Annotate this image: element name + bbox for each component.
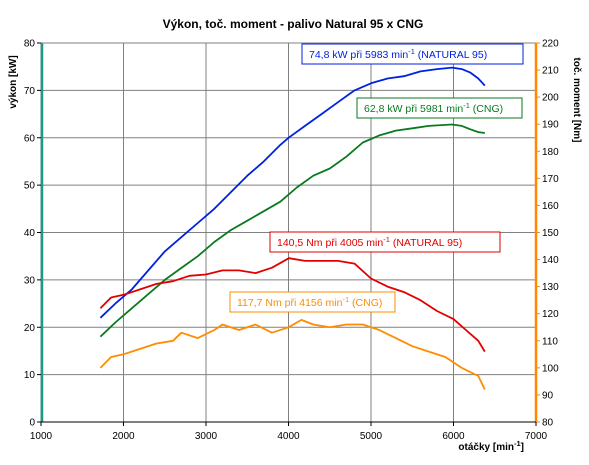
y-right-tick-label: 200 — [542, 93, 559, 104]
annotation-box-1 — [301, 43, 524, 65]
y-right-tick-label: 210 — [542, 66, 559, 77]
y-left-tick-label: 40 — [24, 228, 36, 239]
y-right-tick-label: 140 — [542, 255, 559, 266]
annotation-label-4: 117,7 Nm při 4156 min-1 (CNG) — [237, 295, 382, 309]
annotation-tail: (CNG) — [349, 297, 382, 309]
y-right-tick-label: 150 — [542, 228, 559, 239]
axes: 0 10 20 30 40 50 60 70 80 80 90 100 110 120 130 140 150 1… — [24, 39, 559, 443]
y-right-tick-label: 160 — [542, 201, 559, 212]
annotation-label-3: 140,5 Nm při 4005 min-1 (NATURAL 95) — [277, 235, 462, 249]
chart-title: Výkon, toč. moment - palivo Natural 95 x… — [163, 17, 424, 31]
y-right-tick-label: 130 — [542, 282, 559, 293]
labels: výkon [kW] toč. moment [Nm]otáčky [min-1]… — [8, 43, 582, 453]
x-axis-label-text: otáčky [min — [458, 442, 514, 453]
series-layer — [99, 66, 486, 390]
annotation-main: 140,5 Nm při 4005 min — [277, 237, 383, 249]
annotation-tail: (CNG) — [470, 103, 503, 115]
x-tick-label: 1000 — [30, 431, 53, 442]
y-axis-left-label: výkon [kW] — [8, 55, 19, 108]
y-right-tick-label: 180 — [542, 147, 559, 158]
annotation-sup: -1 — [383, 235, 390, 244]
series-line-3 — [99, 257, 486, 353]
y-left-tick-label: 80 — [24, 39, 36, 50]
annotation-main: 74,8 kW při 5983 min — [309, 49, 408, 61]
y-left-tick-label: 50 — [24, 181, 36, 192]
annotation-label-1: 74,8 kW při 5983 min-1 (NATURAL 95) — [309, 47, 487, 61]
x-tick-label: 6000 — [442, 431, 465, 442]
y-left-tick-label: 20 — [24, 323, 36, 334]
x-tick-label: 4000 — [277, 431, 300, 442]
y-left-tick-label: 70 — [24, 86, 36, 97]
x-tick-label: 3000 — [195, 431, 218, 442]
x-tick-label: 5000 — [360, 431, 383, 442]
y-right-tick-label: 170 — [542, 174, 559, 185]
y-right-tick-label: 190 — [542, 120, 559, 131]
x-axis-label: otáčky [min-1] — [458, 439, 524, 453]
x-axis-label-sup: -1 — [514, 439, 521, 448]
y-right-tick-label: 100 — [542, 363, 559, 374]
annotation-box-3 — [269, 231, 501, 253]
annotation-box-2 — [356, 97, 523, 119]
x-tick-label: 2000 — [112, 431, 135, 442]
annotation-tail: (NATURAL 95) — [390, 237, 462, 249]
y-axis-right-label: toč. moment [Nm] — [571, 58, 582, 143]
y-left-tick-label: 0 — [29, 418, 35, 429]
y-right-tick-label: 80 — [542, 418, 554, 429]
y-right-tick-label: 110 — [542, 336, 558, 347]
series-line-1 — [99, 66, 486, 319]
annotation-label-2: 62,8 kW při 5981 min-1 (CNG) — [364, 101, 503, 115]
annotation-sup: -1 — [342, 295, 349, 304]
annotation-main: 62,8 kW při 5981 min — [364, 103, 463, 115]
x-tick-label: 7000 — [525, 431, 548, 442]
annotation-tail: (NATURAL 95) — [415, 49, 487, 61]
y-right-tick-label: 220 — [542, 39, 559, 50]
annotation-sup: -1 — [408, 47, 415, 56]
y-left-tick-label: 10 — [24, 370, 36, 381]
y-right-tick-label: 90 — [542, 390, 554, 401]
series-line-4 — [99, 318, 486, 390]
y-right-tick-label: 120 — [542, 309, 559, 320]
annotation-main: 117,7 Nm při 4156 min — [237, 297, 343, 309]
y-left-tick-label: 30 — [24, 275, 36, 286]
series-line-2 — [99, 123, 485, 338]
y-left-tick-label: 60 — [24, 133, 36, 144]
annotation-box-4 — [229, 291, 396, 313]
x-axis-label-suffix: ] — [521, 442, 524, 453]
annotation-sup: -1 — [463, 101, 470, 110]
